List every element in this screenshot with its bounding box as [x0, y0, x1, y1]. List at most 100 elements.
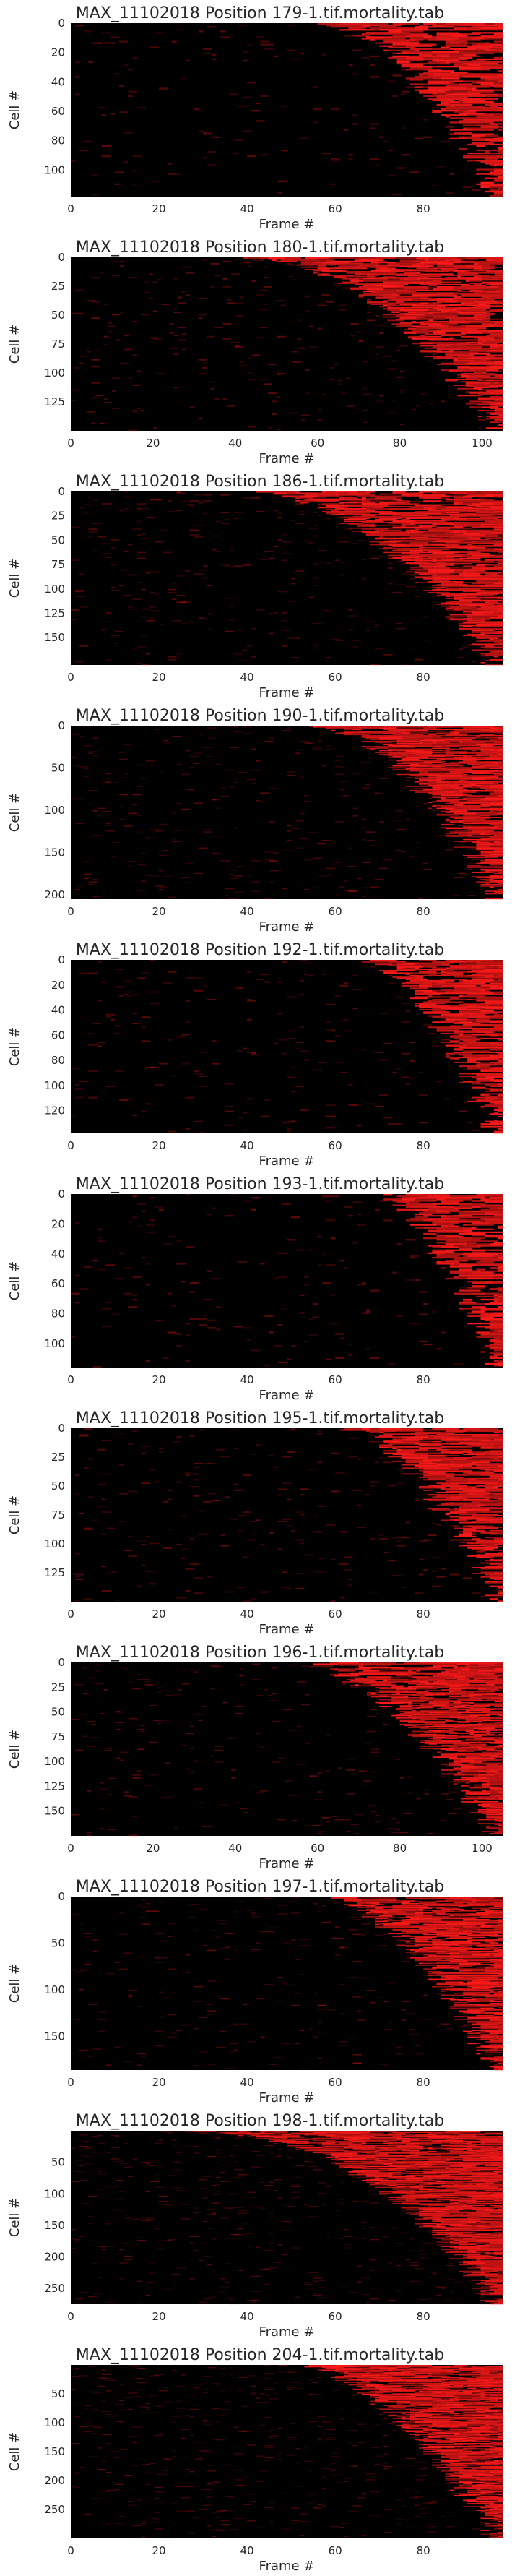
heatmap-cell — [119, 806, 124, 807]
heatmap-cell — [115, 782, 120, 783]
heatmap-cell — [388, 496, 402, 498]
heatmap-cell — [445, 345, 449, 347]
heatmap-cell — [436, 813, 464, 815]
heatmap-cell — [269, 870, 278, 872]
heatmap-cell — [423, 789, 433, 791]
heatmap-cell — [384, 551, 402, 554]
heatmap-cell — [441, 329, 466, 331]
heatmap-cell — [295, 1085, 305, 1087]
heatmap-cell — [463, 963, 477, 966]
heatmap-cell — [379, 544, 389, 546]
heatmap-cell — [396, 996, 402, 998]
heatmap-cell — [412, 309, 429, 311]
heatmap-cell — [119, 510, 124, 512]
heatmap-cell — [276, 300, 285, 302]
heatmap-cell — [480, 1003, 503, 1005]
heatmap-cell — [472, 1096, 498, 1099]
heatmap-cell — [264, 851, 274, 853]
heatmap-cell — [259, 257, 269, 259]
heatmap-cell — [363, 291, 376, 293]
heatmap-cell — [132, 410, 137, 412]
heatmap-cell — [399, 279, 409, 281]
heatmap-cell — [392, 55, 410, 58]
heatmap-cell — [498, 150, 503, 153]
heatmap-cell — [458, 804, 464, 806]
heatmap-cell — [458, 648, 464, 650]
heatmap-cell — [414, 791, 441, 793]
heatmap-cell — [424, 333, 441, 335]
heatmap-cell — [458, 599, 481, 601]
heatmap-cell — [458, 1042, 464, 1044]
heatmap-cell — [110, 590, 120, 591]
heatmap-cell — [388, 729, 415, 731]
heatmap-cell — [489, 741, 494, 742]
heatmap-cell — [222, 323, 232, 325]
heatmap-cell — [493, 532, 503, 534]
heatmap-cell — [321, 273, 326, 275]
heatmap-cell — [457, 288, 478, 291]
heatmap-cell — [467, 1068, 490, 1070]
heatmap-cell — [463, 492, 468, 494]
heatmap-cell — [436, 52, 446, 55]
heatmap-cell — [454, 1258, 472, 1261]
heatmap-cell — [463, 155, 481, 158]
heatmap-cell — [454, 1022, 481, 1024]
heatmap-cell — [335, 893, 340, 896]
heatmap-cell — [485, 1078, 490, 1080]
heatmap-cell — [103, 398, 108, 400]
heatmap-cell — [295, 1249, 305, 1251]
heatmap-cell — [472, 26, 485, 28]
heatmap-cell — [396, 763, 406, 765]
heatmap-cell — [489, 566, 503, 568]
heatmap-cell — [432, 504, 459, 506]
heatmap-cell — [410, 506, 437, 507]
heatmap-cell — [379, 294, 392, 296]
heatmap-cell — [489, 160, 503, 162]
heatmap-cell — [432, 184, 437, 187]
heatmap-cell — [97, 1237, 102, 1240]
heatmap-cell — [458, 557, 481, 559]
heatmap-cell — [428, 1026, 450, 1029]
heatmap-cell — [467, 1039, 481, 1041]
heatmap-cell — [401, 36, 424, 38]
heatmap-cell — [414, 1200, 428, 1202]
heatmap-cell — [436, 82, 450, 84]
heatmap-cell — [474, 258, 478, 260]
heatmap-cell — [79, 645, 89, 647]
heatmap-cell — [392, 499, 402, 501]
heatmap-cell — [441, 55, 450, 58]
heatmap-cell — [485, 776, 498, 778]
heatmap-cell — [384, 517, 406, 518]
heatmap-cell — [423, 507, 433, 510]
heatmap-cell — [154, 830, 164, 832]
heatmap-cell — [472, 619, 490, 621]
heatmap-cell — [445, 317, 466, 319]
heatmap-cell — [282, 1203, 292, 1205]
heatmap-cell — [458, 1013, 477, 1015]
heatmap-cell — [361, 25, 380, 27]
heatmap-cell — [441, 591, 450, 593]
heatmap-cell — [467, 996, 481, 998]
heatmap-cell — [454, 502, 464, 504]
heatmap-cell — [480, 796, 498, 797]
heatmap-cell — [416, 273, 421, 275]
heatmap-cell — [445, 523, 454, 525]
heatmap-cell — [247, 1098, 252, 1100]
heatmap-cell — [297, 319, 301, 322]
heatmap-cell — [388, 501, 397, 503]
heatmap-cell — [423, 549, 441, 551]
heatmap-cell — [423, 761, 433, 763]
heatmap-cell — [115, 1025, 120, 1027]
heatmap-cell — [178, 327, 186, 328]
heatmap-cell — [489, 639, 498, 641]
heatmap-cell — [445, 739, 472, 741]
heatmap-cell — [168, 656, 177, 658]
heatmap-cell — [392, 193, 402, 196]
heatmap-cell — [480, 655, 494, 657]
heatmap-cell — [273, 55, 278, 58]
heatmap-cell — [467, 1042, 481, 1044]
heatmap-cell — [498, 1096, 503, 1099]
heatmap-cell — [344, 795, 349, 797]
heatmap-cell — [95, 395, 104, 397]
heatmap-cell — [282, 149, 287, 152]
